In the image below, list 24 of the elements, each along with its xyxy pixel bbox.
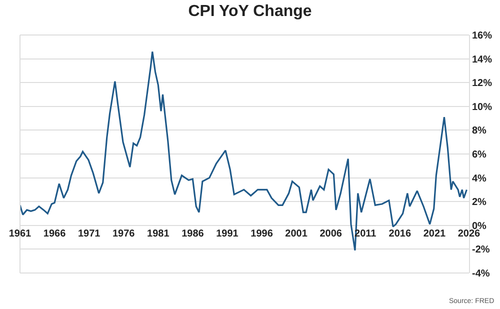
x-tick-label: 2016 (388, 228, 412, 240)
y-tick-label: -2% (472, 244, 490, 256)
x-tick-label: 2001 (285, 228, 308, 240)
x-tick-label: 1966 (43, 228, 66, 240)
x-tick-label: 2006 (320, 228, 342, 240)
y-tick-label: 10% (472, 102, 492, 113)
x-tick-label: 2026 (458, 228, 481, 240)
chart-title: CPI YoY Change (188, 2, 312, 20)
x-tick-label: 2021 (423, 228, 446, 240)
x-tick-label: 1986 (182, 228, 204, 240)
y-tick-label: 6% (472, 150, 487, 160)
x-tick-label: 1971 (78, 228, 101, 240)
x-tick-label: 1976 (112, 228, 136, 240)
x-tick-label: 1961 (8, 228, 32, 240)
y-tick-label: 16% (472, 30, 492, 42)
y-tick-label: 8% (472, 126, 487, 137)
x-tick-label: 1981 (147, 228, 170, 240)
x-tick-label: 1996 (250, 228, 274, 240)
y-tick-label: 4% (472, 173, 487, 184)
x-tick-label: 1991 (216, 228, 239, 240)
y-tick-label: 14% (472, 54, 492, 66)
y-tick-label: 12% (472, 78, 492, 90)
y-tick-label: -4% (472, 268, 490, 280)
y-tick-label: 2% (472, 197, 487, 208)
